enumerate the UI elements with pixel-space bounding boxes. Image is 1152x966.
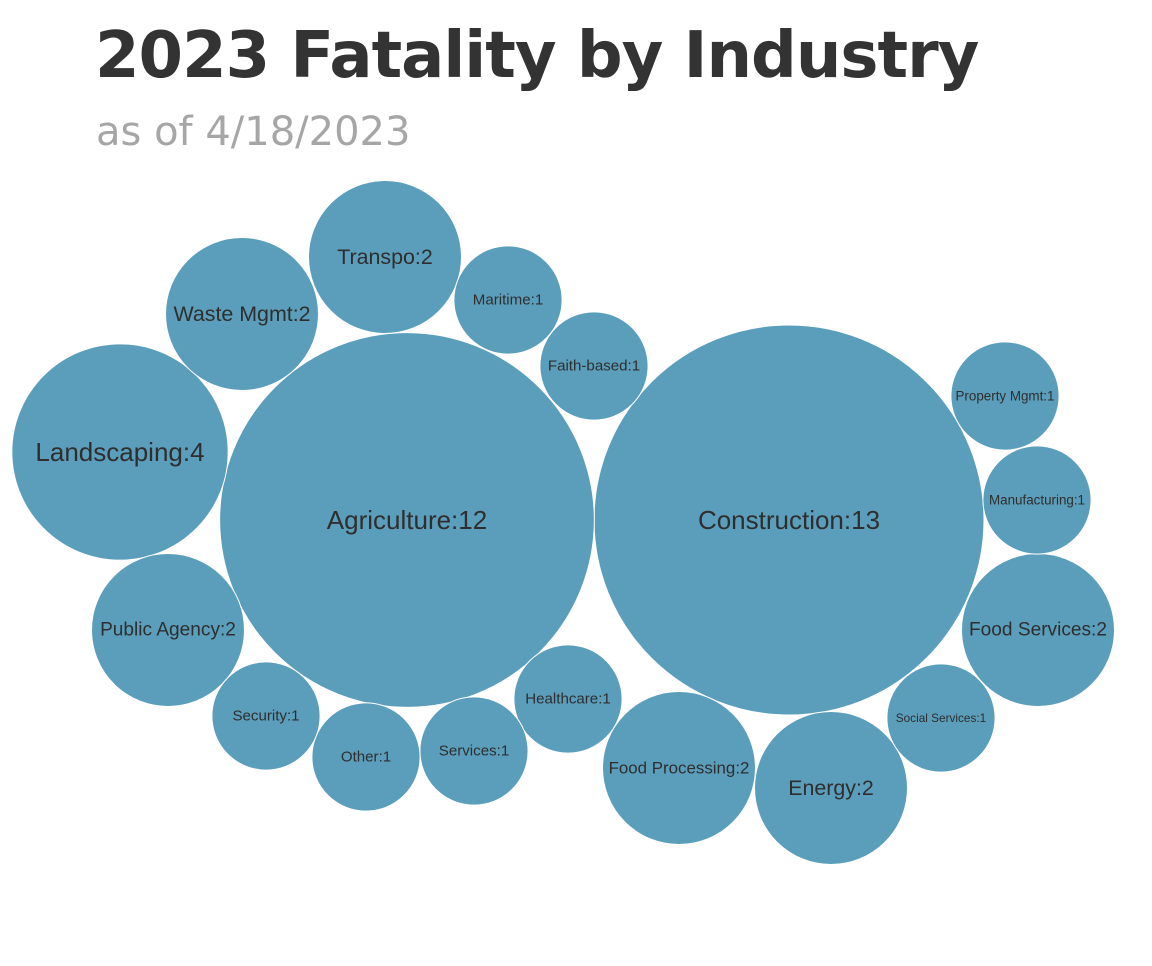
- bubble-faith-based: [539, 311, 649, 421]
- bubble-energy: [754, 711, 908, 865]
- bubble-label-food-services: Food Services:2: [969, 620, 1107, 641]
- bubble-label-security: Security:1: [232, 708, 299, 725]
- bubble-label-energy: Energy:2: [788, 776, 874, 800]
- bubble-label-food-processing: Food Processing:2: [609, 759, 750, 778]
- bubble-food-processing: [602, 691, 756, 845]
- bubble-label-waste-mgmt: Waste Mgmt:2: [173, 302, 310, 326]
- bubble-transpo: [308, 180, 462, 334]
- bubble-public-agency: [91, 553, 245, 707]
- chart-title: 2023 Fatality by Industry: [95, 19, 979, 93]
- bubble-group: Construction:13 Agriculture:12 Landscaping…: [11, 180, 1115, 865]
- bubble-label-other: Other:1: [341, 749, 391, 766]
- bubble-landscaping: [11, 343, 229, 561]
- bubble-social-services: [886, 663, 996, 773]
- bubble-waste-mgmt: [165, 237, 319, 391]
- bubble-label-landscaping: Landscaping:4: [35, 437, 204, 467]
- bubble-label-agriculture: Agriculture:12: [327, 505, 487, 535]
- bubble-label-social-services: Social Services:1: [896, 711, 986, 725]
- bubble-label-manufacturing: Manufacturing:1: [989, 493, 1085, 508]
- bubble-label-construction: Construction:13: [698, 505, 880, 535]
- bubble-manufacturing: [982, 445, 1092, 555]
- bubble-security: [211, 661, 321, 771]
- bubble-label-property-mgmt: Property Mgmt:1: [956, 389, 1055, 404]
- bubble-label-public-agency: Public Agency:2: [100, 620, 236, 641]
- bubble-healthcare: [513, 644, 623, 754]
- bubble-label-services: Services:1: [439, 743, 509, 760]
- bubble-label-healthcare: Healthcare:1: [525, 691, 611, 708]
- bubble-property-mgmt: [950, 341, 1060, 451]
- bubble-agriculture: [219, 332, 595, 708]
- bubble-other: [311, 702, 421, 812]
- bubble-label-faith-based: Faith-based:1: [548, 358, 640, 375]
- chart-subtitle: as of 4/18/2023: [96, 109, 411, 155]
- bubble-label-transpo: Transpo:2: [337, 245, 433, 269]
- bubble-maritime: [453, 245, 563, 355]
- bubble-label-maritime: Maritime:1: [473, 292, 543, 309]
